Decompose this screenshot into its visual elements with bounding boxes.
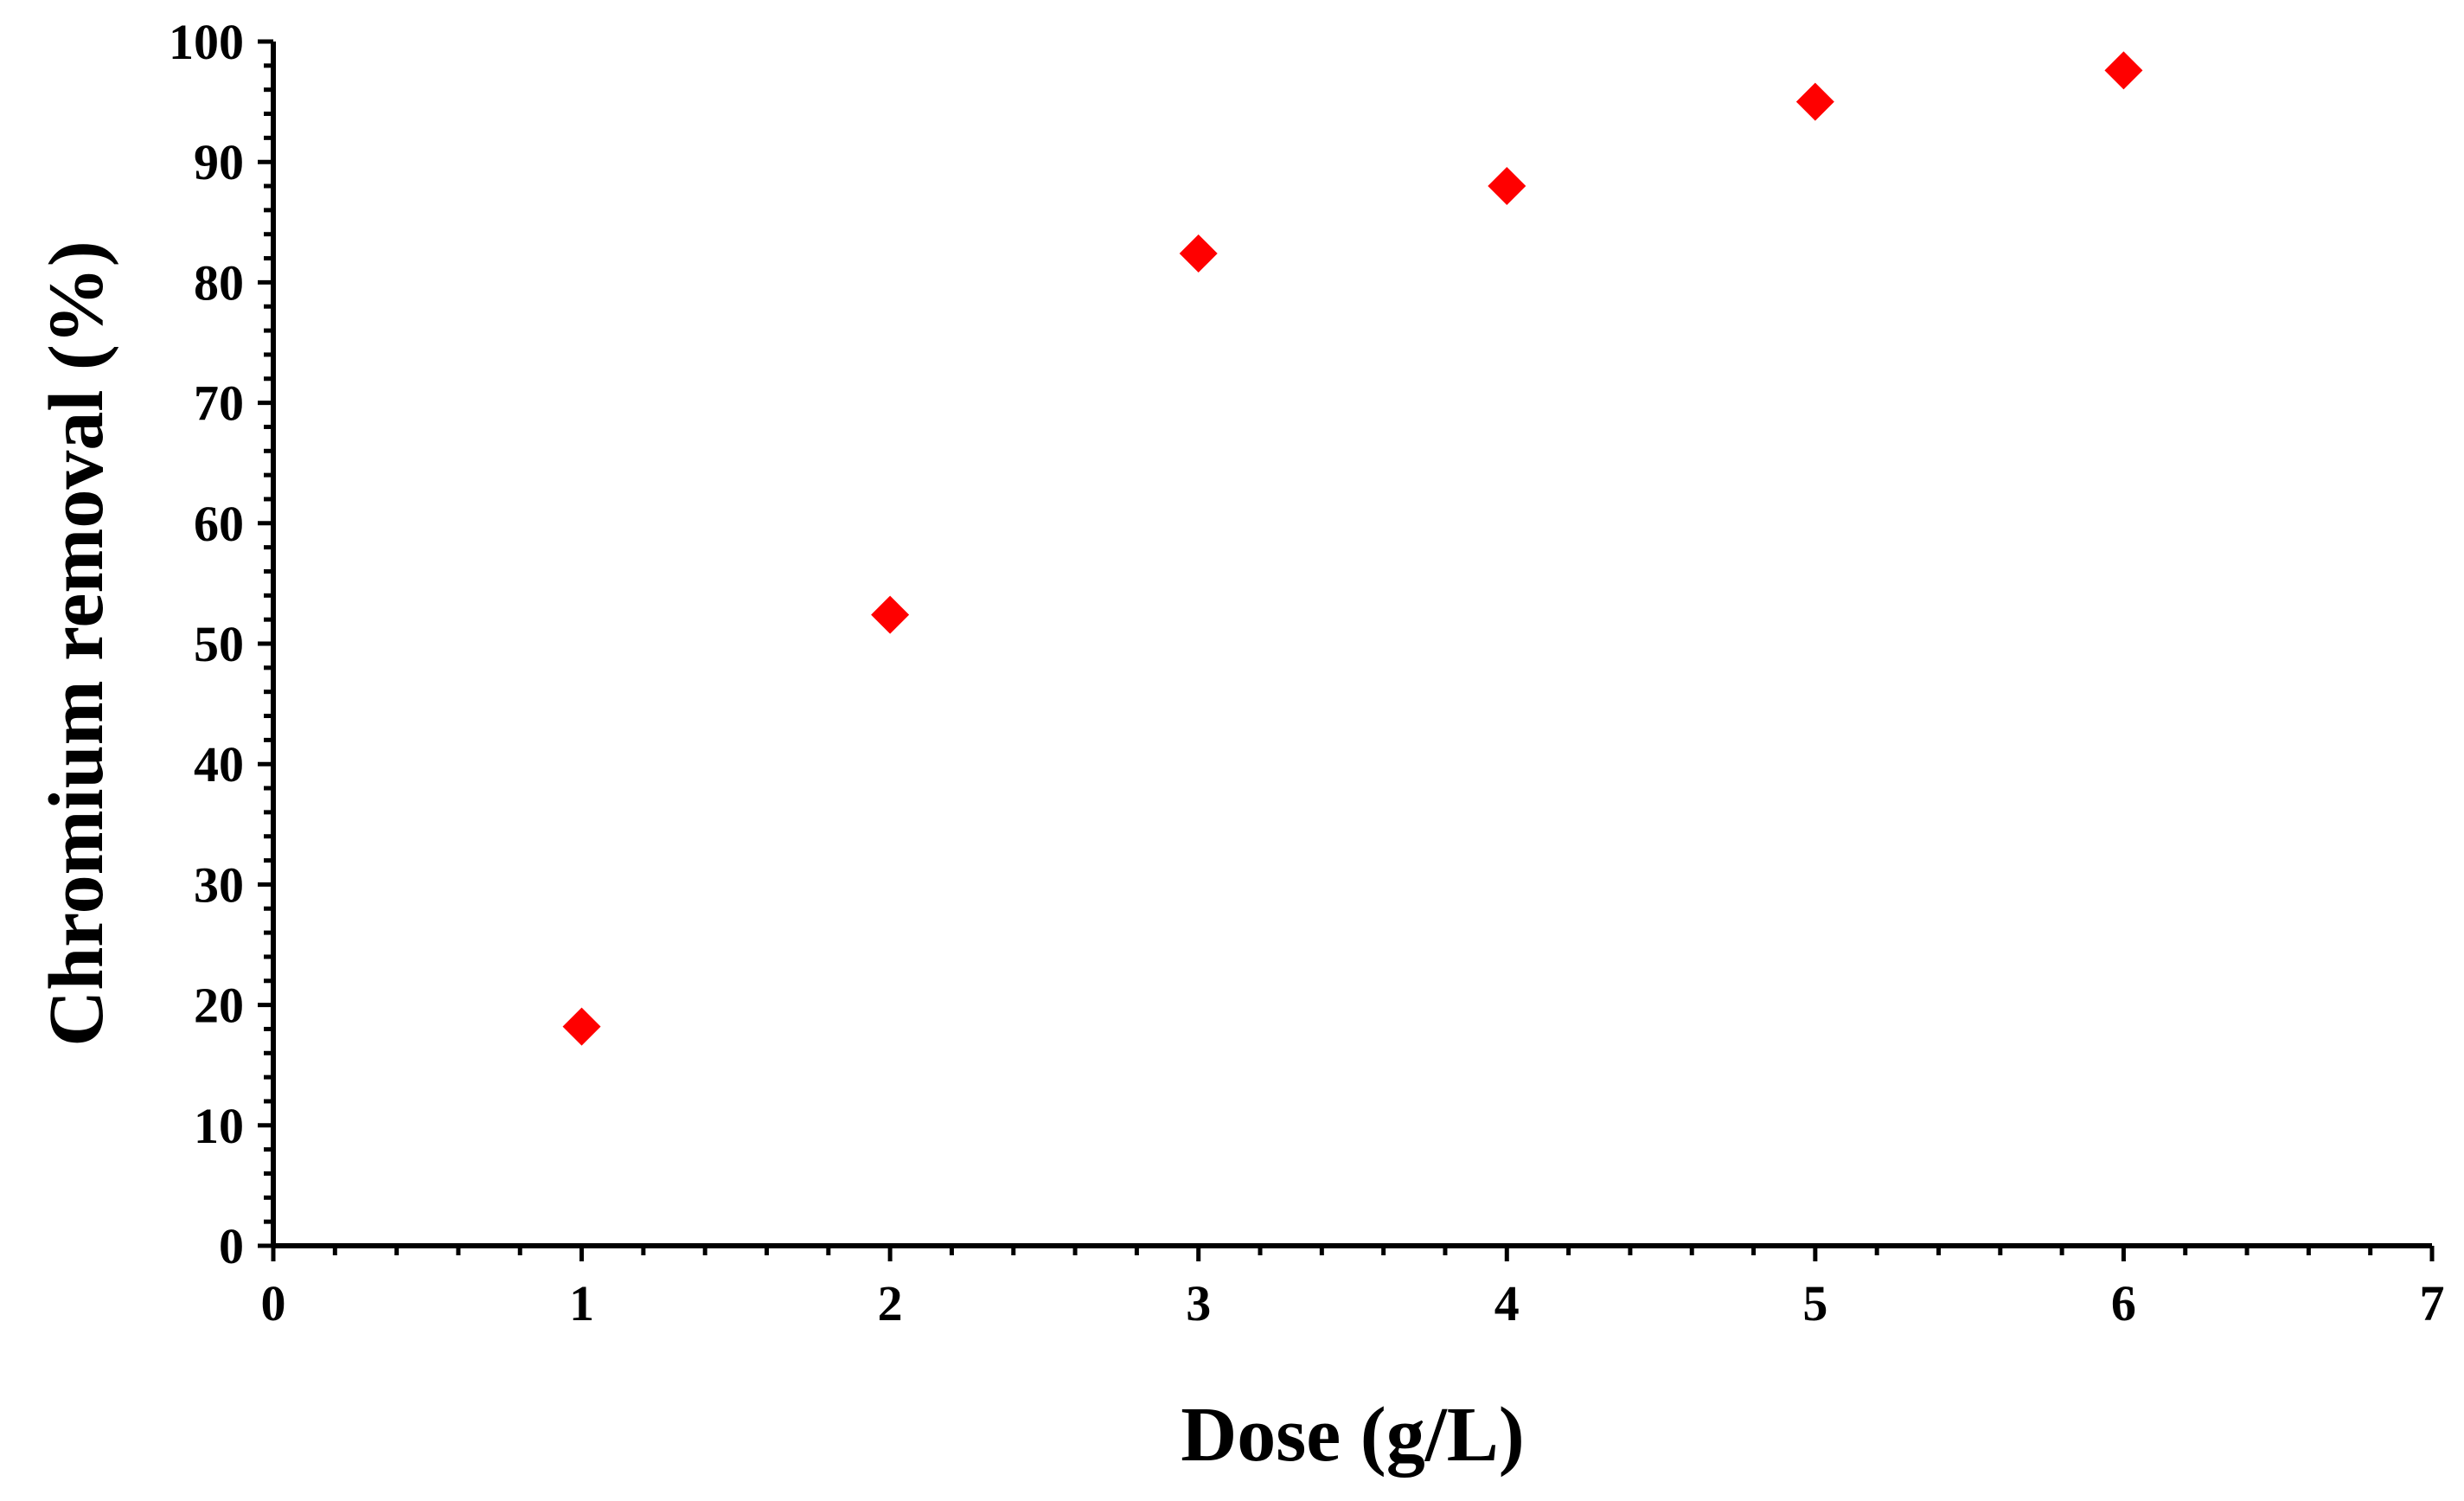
y-tick-label: 20	[194, 978, 244, 1034]
data-point	[871, 595, 910, 634]
y-tick-label: 60	[194, 496, 244, 552]
axes	[271, 42, 2432, 1248]
x-tick-label: 2	[878, 1275, 903, 1331]
x-tick-label: 1	[569, 1275, 594, 1331]
y-tick-label: 80	[194, 254, 244, 311]
data-point	[1488, 167, 1526, 206]
y-tick-label: 40	[194, 736, 244, 792]
x-tick-label: 0	[261, 1275, 286, 1331]
y-tick-label: 100	[169, 14, 244, 70]
x-tick-label: 7	[2420, 1275, 2445, 1331]
y-tick-label: 10	[194, 1098, 244, 1154]
y-tick-label: 50	[194, 616, 244, 672]
data-point	[562, 1007, 601, 1046]
data-point	[1795, 82, 1834, 121]
x-tick-label: 5	[1802, 1275, 1827, 1331]
y-axis-ticks: 0 10 20 30 40 50 60 70 80 90 100	[169, 14, 273, 1274]
y-tick-label: 90	[194, 134, 244, 190]
x-axis-title: Dose (g/L)	[1181, 1392, 1524, 1478]
data-point	[2104, 51, 2143, 90]
x-axis-ticks: 0 1 2 3 4 5 6 7	[261, 1246, 2445, 1331]
x-tick-label: 6	[2111, 1275, 2136, 1331]
x-tick-label: 3	[1186, 1275, 1211, 1331]
x-tick-label: 4	[1494, 1275, 1520, 1331]
data-point	[1179, 234, 1218, 273]
y-tick-label: 30	[194, 856, 244, 913]
y-axis-title: Chromium removal (%)	[34, 241, 119, 1047]
y-tick-label: 0	[219, 1218, 244, 1274]
data-points	[562, 51, 2143, 1046]
y-tick-label: 70	[194, 375, 244, 432]
